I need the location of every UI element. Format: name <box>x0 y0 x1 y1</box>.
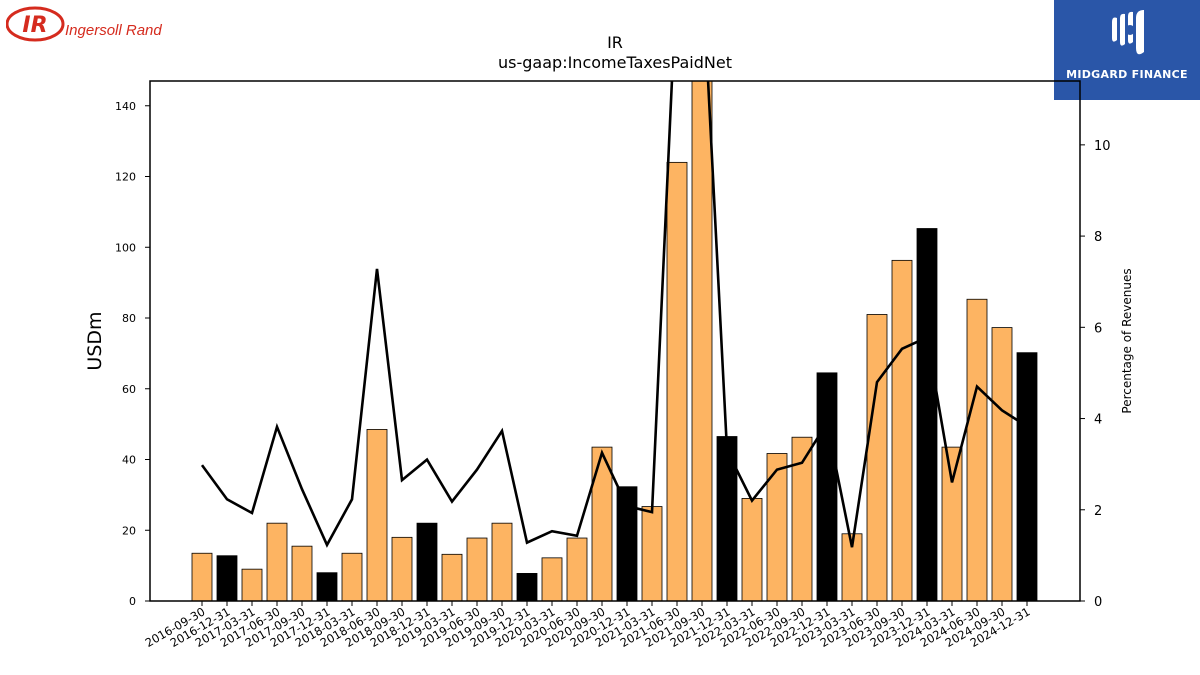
y2-axis-label: Percentage of Revenues <box>1120 268 1134 413</box>
bar-2023-12-31 <box>916 228 938 601</box>
y-tick-label: 40 <box>122 454 136 467</box>
line-layer <box>200 81 1028 548</box>
bar-2018-06-30 <box>366 429 388 601</box>
y-tick-label: 140 <box>115 100 136 113</box>
ir-logo-ellipse <box>6 6 65 42</box>
x-axis-ticks: 2016-09-302016-12-312017-03-312017-06-30… <box>143 601 1033 650</box>
y2-tick-label: 2 <box>1094 504 1102 519</box>
chart-title: IR <box>607 33 623 52</box>
bar-2022-12-31 <box>816 372 838 601</box>
y2-tick-label: 10 <box>1094 139 1111 154</box>
bar-2020-06-30 <box>566 537 588 601</box>
y-tick-label: 0 <box>129 595 136 608</box>
bar-2018-12-31 <box>416 522 438 601</box>
bar-2016-09-30 <box>191 552 213 601</box>
y-axis-label: USDm <box>84 311 106 370</box>
bar-2016-12-31 <box>216 555 238 601</box>
y2-tick-label: 4 <box>1094 413 1102 428</box>
bar-2023-09-30 <box>891 259 913 601</box>
bar-2024-09-30 <box>991 327 1013 601</box>
midgard-finance-wordmark: MIDGARD FINANCE <box>1066 68 1188 81</box>
bar-2021-06-30 <box>666 161 688 601</box>
ir-logo-mark: IR <box>22 13 47 38</box>
chart-subtitle: us-gaap:IncomeTaxesPaidNet <box>498 53 732 72</box>
bar-2019-03-31 <box>441 553 463 601</box>
bars-layer <box>191 81 1038 601</box>
y2-tick-label: 8 <box>1094 230 1102 245</box>
y2-tick-label: 6 <box>1094 321 1102 336</box>
bar-2018-09-30 <box>391 536 413 601</box>
y-tick-label: 100 <box>115 241 136 254</box>
bar-2019-09-30 <box>491 522 513 601</box>
bar-2019-12-31 <box>516 573 538 601</box>
bar-2020-03-31 <box>541 557 563 601</box>
plot-frame <box>149 80 1081 602</box>
midgard-finance-logo: MIDGARD FINANCE <box>1054 0 1200 100</box>
bar-2022-09-30 <box>791 436 813 601</box>
bar-2017-03-31 <box>241 568 263 601</box>
y-tick-label: 120 <box>115 171 136 184</box>
bar-2024-12-31 <box>1016 352 1038 601</box>
bar-2023-06-30 <box>866 314 888 601</box>
bar-2024-06-30 <box>966 298 988 601</box>
midgard-mark-icon <box>1112 10 1144 55</box>
y-tick-label: 60 <box>122 383 136 396</box>
bar-2017-06-30 <box>266 522 288 601</box>
bar-2021-12-31 <box>716 436 738 601</box>
bar-2023-03-31 <box>841 533 863 601</box>
y-tick-label: 20 <box>122 524 136 537</box>
bar-2017-12-31 <box>316 572 338 601</box>
y2-tick-label: 0 <box>1094 595 1102 610</box>
bar-2022-03-31 <box>741 498 763 601</box>
bar-2024-03-31 <box>941 446 963 601</box>
bar-2017-09-30 <box>291 545 313 601</box>
ingersoll-rand-logo: IR Ingersoll Rand <box>6 6 162 42</box>
y-axis-ticks: 0 20 40 60 80 100 120 140 <box>115 100 150 608</box>
y2-axis-ticks: 0 2 4 6 8 10 <box>1080 139 1111 610</box>
series-line-percentage-of-revenues <box>200 81 1028 548</box>
ir-logo-wordmark: Ingersoll Rand <box>65 22 162 39</box>
bar-2022-06-30 <box>766 453 788 601</box>
bar-2019-06-30 <box>466 537 488 601</box>
bar-2021-03-31 <box>641 506 663 601</box>
y-tick-label: 80 <box>122 312 136 325</box>
bar-2021-09-30 <box>691 81 713 601</box>
bar-2018-03-31 <box>341 552 363 601</box>
